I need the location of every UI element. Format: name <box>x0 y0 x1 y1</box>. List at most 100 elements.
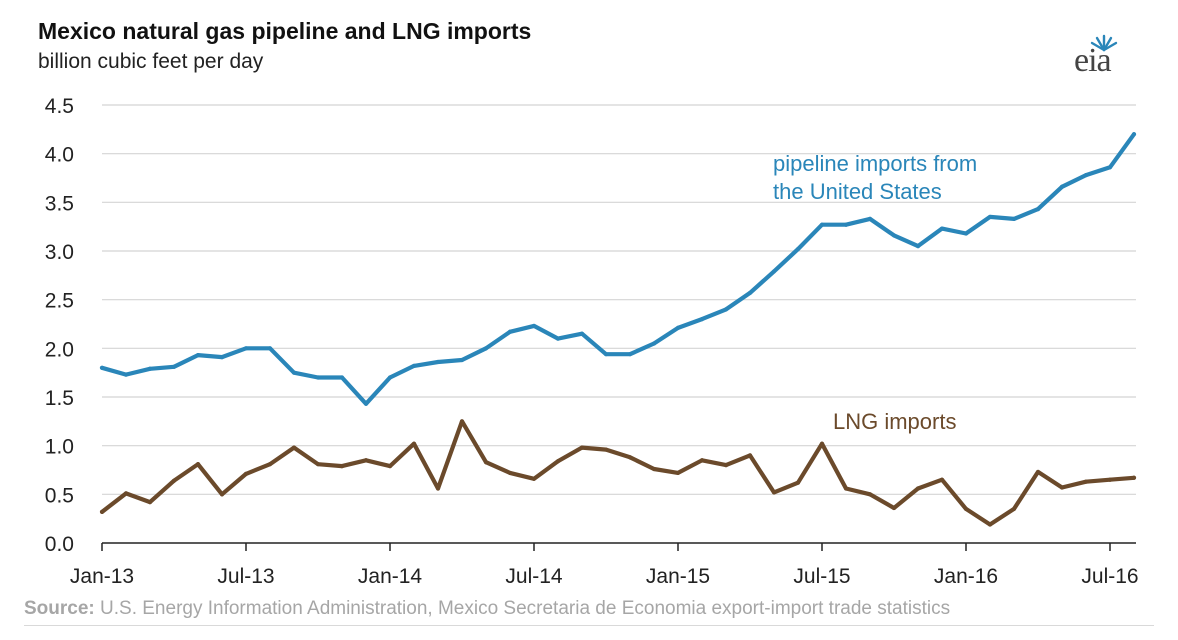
pipeline-data-point <box>579 331 585 336</box>
pipeline-data-point <box>699 317 705 322</box>
pipeline-data-point <box>123 372 129 377</box>
pipeline-data-point <box>939 226 945 231</box>
pipeline-data-point <box>555 336 561 341</box>
pipeline-data-point <box>747 290 753 295</box>
lng-data-point <box>891 505 897 511</box>
pipeline-data-point <box>243 346 249 351</box>
lng-data-point <box>723 463 729 468</box>
lng-data-point <box>819 441 825 446</box>
lng-data-point <box>1059 485 1065 490</box>
y-tick-label: 1.5 <box>45 387 74 410</box>
pipeline-data-point <box>1083 172 1089 178</box>
chart-subtitle: billion cubic feet per day <box>38 50 264 73</box>
y-tick-label: 3.5 <box>45 192 74 215</box>
pipeline-data-point <box>195 353 201 358</box>
lng-data-point <box>243 471 249 476</box>
lng-data-point <box>963 506 969 512</box>
pipeline-data-point <box>507 329 513 334</box>
lng-data-point <box>795 480 801 485</box>
series <box>99 132 1137 527</box>
footer-divider <box>24 625 1154 626</box>
y-tick-label: 3.0 <box>45 241 74 264</box>
x-tick-label: Jan-13 <box>70 565 134 588</box>
pipeline-imports-line <box>99 132 1137 406</box>
lng-data-point <box>555 459 561 464</box>
pipeline-data-point <box>891 233 897 238</box>
lng-data-point <box>579 445 585 450</box>
lng-data-point <box>99 509 105 514</box>
lng-data-point <box>747 453 753 458</box>
lng-data-point <box>1107 477 1113 482</box>
lng-data-point <box>699 458 705 463</box>
pipeline-data-point <box>219 354 225 360</box>
x-tick-label: Jul-16 <box>1081 565 1138 588</box>
lng-data-point <box>1083 479 1089 484</box>
eia-logo: eia <box>1064 28 1140 80</box>
x-tick-label: Jul-15 <box>793 565 850 588</box>
pipeline-data-point <box>435 359 441 365</box>
lng-data-point <box>291 445 297 450</box>
lng-data-point <box>411 441 417 446</box>
lng-data-point <box>339 464 345 469</box>
pipeline-data-point <box>1011 216 1017 221</box>
lng-data-point <box>987 522 993 527</box>
chart-title: Mexico natural gas pipeline and LNG impo… <box>38 18 532 44</box>
lng-data-point <box>1035 469 1041 475</box>
series-labels: pipeline imports from the United States LN… <box>773 151 977 434</box>
source-note: Source: U.S. Energy Information Administ… <box>24 598 950 620</box>
lng-data-point <box>363 458 369 463</box>
pipeline-data-point <box>99 365 105 370</box>
lng-data-point <box>435 486 441 491</box>
lng-imports-line <box>99 419 1137 527</box>
pipeline-data-point <box>651 341 657 346</box>
pipeline-data-point <box>843 222 849 227</box>
lng-data-point <box>915 486 921 491</box>
pipeline-data-point <box>267 346 273 351</box>
pipeline-data-point <box>771 269 777 274</box>
lng-data-point <box>771 490 777 495</box>
x-tick-label: Jan-16 <box>934 565 998 588</box>
pipeline-data-point <box>627 352 633 357</box>
y-tick-label: 2.0 <box>45 338 74 361</box>
pipeline-series-label: the United States <box>773 179 942 204</box>
y-tick-label: 4.5 <box>45 95 74 118</box>
source-text: U.S. Energy Information Administration, … <box>94 598 951 619</box>
pipeline-data-point <box>315 375 321 380</box>
y-tick-label: 0.0 <box>45 533 74 556</box>
lng-data-point <box>387 464 393 469</box>
lng-series-label: LNG imports <box>833 409 956 434</box>
pipeline-data-point <box>171 364 177 369</box>
lng-data-point <box>1011 506 1017 512</box>
pipeline-data-point <box>675 325 681 330</box>
pipeline-data-point <box>987 214 993 220</box>
pipeline-data-point <box>363 401 369 406</box>
lng-data-point <box>483 460 489 465</box>
y-tick-label: 4.0 <box>45 144 74 167</box>
lng-data-point <box>195 462 201 467</box>
lng-data-point <box>123 491 129 496</box>
lng-data-point <box>315 462 321 467</box>
pipeline-data-point <box>339 375 345 380</box>
lng-data-point <box>843 486 849 491</box>
x-tick-label: Jul-14 <box>505 565 563 588</box>
lng-data-point <box>867 492 873 497</box>
eia-sunburst-icon <box>1090 34 1118 52</box>
pipeline-data-point <box>795 246 801 252</box>
pipeline-data-point <box>963 231 969 236</box>
source-label: Source: <box>24 598 95 619</box>
y-tick-label: 2.5 <box>45 290 74 313</box>
lng-data-point <box>267 462 273 467</box>
pipeline-data-point <box>915 244 921 249</box>
pipeline-data-point <box>387 375 393 380</box>
x-tick-label: Jan-14 <box>358 565 423 588</box>
lng-data-point <box>171 478 177 483</box>
pipeline-series-label: pipeline imports from <box>773 151 977 176</box>
lng-data-point <box>531 476 537 481</box>
pipeline-data-point <box>483 346 489 351</box>
y-tick-label: 1.0 <box>45 436 74 459</box>
lng-data-point <box>1131 475 1137 480</box>
grid <box>102 104 1136 495</box>
y-tick-label: 0.5 <box>45 484 74 507</box>
pipeline-data-point <box>723 307 729 312</box>
